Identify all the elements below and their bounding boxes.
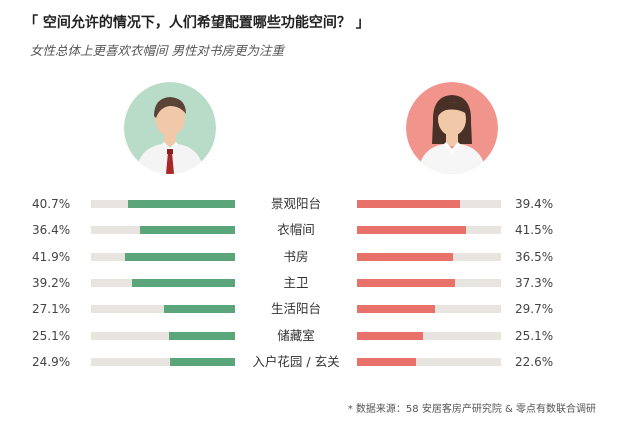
woman-avatar-icon: [406, 82, 498, 174]
male-value-label: 27.1%: [32, 302, 71, 317]
male-bar: [169, 331, 235, 340]
male-bar: [125, 252, 235, 261]
man-avatar-icon: [124, 82, 216, 174]
male-value-label: 40.7%: [32, 197, 71, 211]
female-bar: [357, 331, 423, 340]
female-bar: [357, 226, 466, 235]
female-bar: [357, 252, 453, 261]
female-bar: [357, 305, 435, 314]
category-label: 书房: [283, 248, 309, 264]
chart-title: 「 空间允许的情况下，人们希望配置哪些功能空间？ 」: [24, 15, 370, 31]
category-label: 入户花园 / 玄关: [252, 353, 340, 369]
male-bar: [139, 226, 235, 235]
female-value-label: 37.3%: [515, 275, 554, 290]
male-value-label: 36.4%: [32, 223, 71, 238]
male-value-label: 24.9%: [32, 354, 71, 369]
category-label: 景观阳台: [270, 196, 321, 211]
male-bar: [164, 305, 235, 314]
female-bar: [357, 200, 461, 208]
female-value-label: 36.5%: [515, 249, 554, 264]
category-label: 主卫: [283, 274, 309, 290]
female-bar: [357, 278, 455, 287]
female-bar-track: [357, 357, 501, 366]
category-label: 衣帽间: [277, 222, 315, 238]
category-label: 储藏室: [277, 327, 315, 343]
male-bar: [128, 200, 235, 208]
chart-subtitle: 女性总体上更喜欢衣帽间 男性对书房更为注重: [30, 43, 284, 58]
female-bar-track: [357, 331, 501, 340]
female-value-label: 41.5%: [515, 223, 554, 238]
male-value-label: 25.1%: [32, 328, 71, 343]
male-bar-track: [91, 305, 235, 314]
category-label: 生活阳台: [270, 301, 321, 317]
female-value-label: 39.4%: [515, 197, 554, 211]
male-value-label: 41.9%: [32, 249, 71, 264]
female-value-label: 29.7%: [515, 302, 554, 317]
female-bar: [357, 357, 417, 366]
male-bar-track: [91, 331, 235, 340]
male-bar: [169, 357, 235, 366]
female-value-label: 25.1%: [515, 328, 554, 343]
male-value-label: 39.2%: [32, 275, 71, 290]
male-bar-track: [91, 357, 235, 366]
female-value-label: 22.6%: [515, 354, 554, 369]
male-bar: [132, 278, 235, 287]
data-source-note: * 数据来源：58 安居客房产研究院 & 零点有数联合调研: [347, 404, 596, 415]
